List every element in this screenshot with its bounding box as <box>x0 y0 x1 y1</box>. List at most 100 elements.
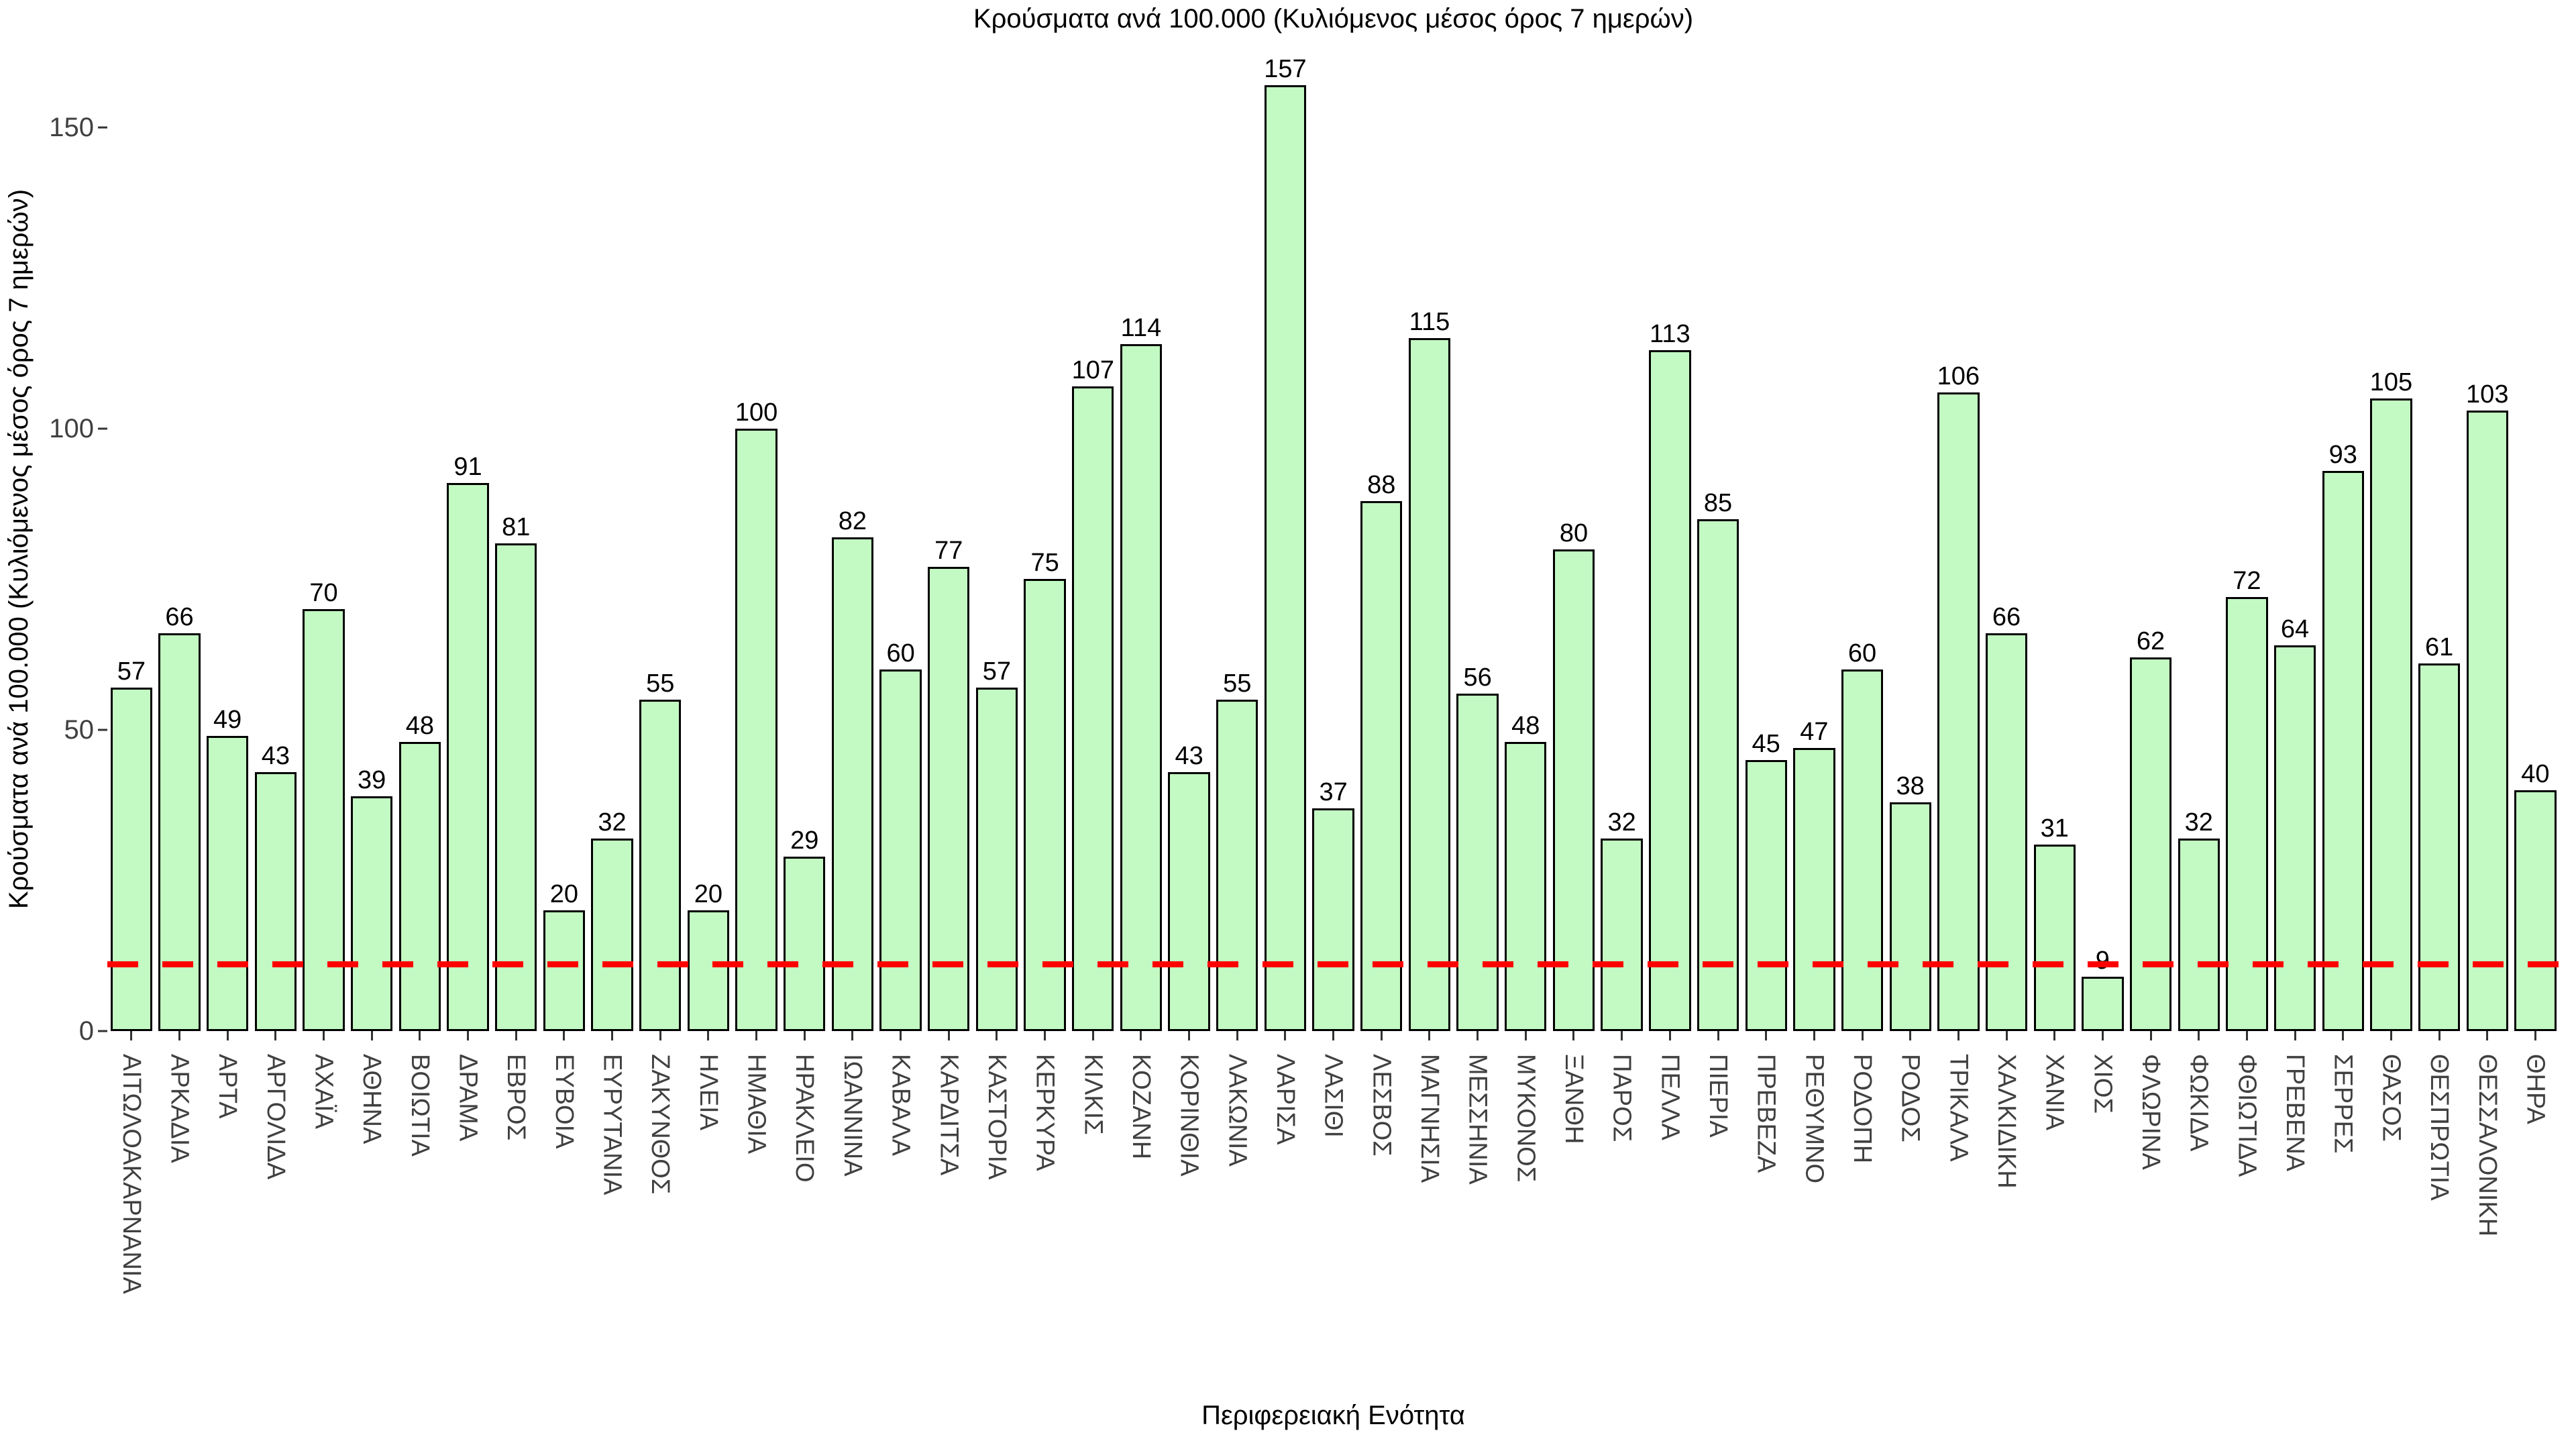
bar-column: 106 <box>1935 67 1983 1031</box>
bar-column: 55 <box>636 67 684 1031</box>
x-axis-labels: ΑΙΤΩΛΟΑΚΑΡΝΑΝΙΑ ΑΡΚΑΔΙΑ ΑΡΤΑ ΑΡΓΟΛΙΔΑ ΑΧΑΪΑ Α… <box>107 1054 2559 1294</box>
x-axis-ticks <box>107 1031 2559 1044</box>
bar-column: 57 <box>973 67 1021 1031</box>
bar-column: 47 <box>1790 67 1839 1031</box>
x-category-label: ΦΘΙΩΤΙΔΑ <box>2233 1054 2261 1177</box>
bar: 66 <box>158 604 201 1031</box>
bar-value-label: 55 <box>646 669 675 698</box>
bar-column: 103 <box>2463 67 2512 1031</box>
x-tick-mark <box>588 1031 637 1044</box>
bar: 55 <box>1216 671 1258 1031</box>
bar-value-label: 72 <box>2233 567 2261 596</box>
bar-value-label: 45 <box>1752 729 1780 758</box>
bar-column: 39 <box>347 67 396 1031</box>
bar-value-label: 113 <box>1650 320 1690 349</box>
bar-column: 45 <box>1742 67 1790 1031</box>
bar-value-label: 43 <box>1175 741 1203 770</box>
bar: 60 <box>879 641 922 1031</box>
bar-value-label: 81 <box>502 513 531 541</box>
bar: 88 <box>1360 472 1403 1031</box>
bar-value-label: 114 <box>1120 314 1162 343</box>
x-category-label: ΚΑΣΤΟΡΙΑ <box>982 1054 1011 1180</box>
x-category-label: ΧΙΟΣ <box>2088 1054 2117 1114</box>
x-category-label: ΡΕΘΥΜΝΟ <box>1800 1054 1829 1184</box>
bar-value-label: 61 <box>2424 633 2454 662</box>
bar-column: 107 <box>1069 67 1117 1031</box>
bar-column: 57 <box>107 67 156 1031</box>
bar: 107 <box>1072 358 1114 1031</box>
x-tick-mark <box>1790 1031 1839 1044</box>
y-tick-mark <box>98 1030 107 1032</box>
bar: 56 <box>1456 665 1499 1031</box>
bar: 106 <box>1937 364 1980 1031</box>
x-category-label: ΑΧΑΪΑ <box>309 1054 338 1129</box>
x-tick-mark <box>107 1031 156 1044</box>
bar-value-label: 57 <box>117 657 146 686</box>
x-category-label: ΛΑΚΩΝΙΑ <box>1223 1054 1252 1167</box>
bar-column: 55 <box>1213 67 1261 1031</box>
x-category-label: ΕΒΡΟΣ <box>502 1054 531 1141</box>
bar-value-label: 39 <box>358 765 386 794</box>
x-category-label: ΗΛΕΙΑ <box>694 1054 722 1131</box>
bar-value-label: 75 <box>1030 549 1059 578</box>
bar: 70 <box>303 580 345 1031</box>
x-category-label: ΗΜΑΘΙΑ <box>742 1054 771 1155</box>
bar-value-label: 55 <box>1223 669 1252 698</box>
bar-column: 9 <box>2079 67 2127 1031</box>
y-tick-label: 150 <box>49 112 94 142</box>
x-category-label: ΑΡΤΑ <box>213 1054 242 1119</box>
x-tick-mark <box>877 1031 925 1044</box>
y-tick-mark <box>98 126 107 129</box>
bar-value-label: 85 <box>1703 488 1733 517</box>
x-tick-mark <box>203 1031 252 1044</box>
bar: 115 <box>1408 309 1451 1031</box>
x-tick-mark <box>1501 1031 1550 1044</box>
x-category-label: ΣΕΡΡΕΣ <box>2328 1054 2357 1154</box>
bar-column: 32 <box>588 67 637 1031</box>
bar-value-label: 20 <box>549 880 579 909</box>
bar-column: 82 <box>828 67 877 1031</box>
bar-column: 77 <box>924 67 973 1031</box>
bar: 9 <box>2082 948 2124 1031</box>
bar-column: 157 <box>1261 56 1309 1031</box>
bar-value-label: 100 <box>735 398 778 427</box>
chart-title: Κρούσματα ανά 100.000 (Κυλιόμενος μέσος … <box>973 4 1694 34</box>
y-tick-mark <box>98 729 107 731</box>
bar-value-label: 48 <box>1511 711 1540 740</box>
x-category-label: ΒΟΙΩΤΙΑ <box>405 1054 434 1157</box>
bar-value-label: 47 <box>1800 717 1829 746</box>
bar-value-label: 57 <box>982 657 1012 686</box>
x-category-label: ΡΟΔΟΠΗ <box>1848 1054 1877 1164</box>
bar-column: 91 <box>444 67 492 1031</box>
bar: 77 <box>928 538 970 1031</box>
x-category-label: ΑΙΤΩΛΟΑΚΑΡΝΑΝΙΑ <box>117 1054 146 1294</box>
bar-value-label: 157 <box>1264 54 1307 83</box>
bar: 55 <box>639 671 682 1031</box>
y-tick-mark <box>98 427 107 430</box>
x-tick-mark <box>492 1031 540 1044</box>
x-tick-mark <box>1261 1031 1309 1044</box>
bar: 103 <box>2466 382 2508 1031</box>
x-tick-mark <box>2463 1031 2512 1044</box>
x-category-label: ΘΕΣΠΡΩΤΙΑ <box>2425 1054 2454 1201</box>
y-tick-label: 0 <box>78 1016 94 1046</box>
x-tick-mark <box>2271 1031 2319 1044</box>
bar-value-label: 70 <box>309 579 338 608</box>
bar-column: 72 <box>2223 67 2271 1031</box>
bar: 61 <box>2418 635 2461 1031</box>
x-category-label: ΧΑΛΚΙΔΙΚΗ <box>1992 1054 2021 1189</box>
x-tick-mark <box>1935 1031 1983 1044</box>
x-category-label: ΜΕΣΣΗΝΙΑ <box>1463 1054 1492 1185</box>
x-category-label: ΖΑΚΥΝΘΟΣ <box>646 1054 675 1195</box>
bar: 57 <box>110 659 152 1031</box>
bar: 93 <box>2322 442 2364 1031</box>
bar-value-label: 32 <box>2184 808 2213 837</box>
x-category-label: ΕΥΒΟΙΑ <box>549 1054 578 1149</box>
x-tick-mark <box>540 1031 588 1044</box>
x-tick-mark <box>1694 1031 1742 1044</box>
bar-column: 56 <box>1454 67 1502 1031</box>
x-tick-mark <box>1309 1031 1358 1044</box>
bar: 31 <box>2033 816 2076 1031</box>
bar: 82 <box>831 508 874 1031</box>
bar-value-label: 37 <box>1319 777 1348 806</box>
